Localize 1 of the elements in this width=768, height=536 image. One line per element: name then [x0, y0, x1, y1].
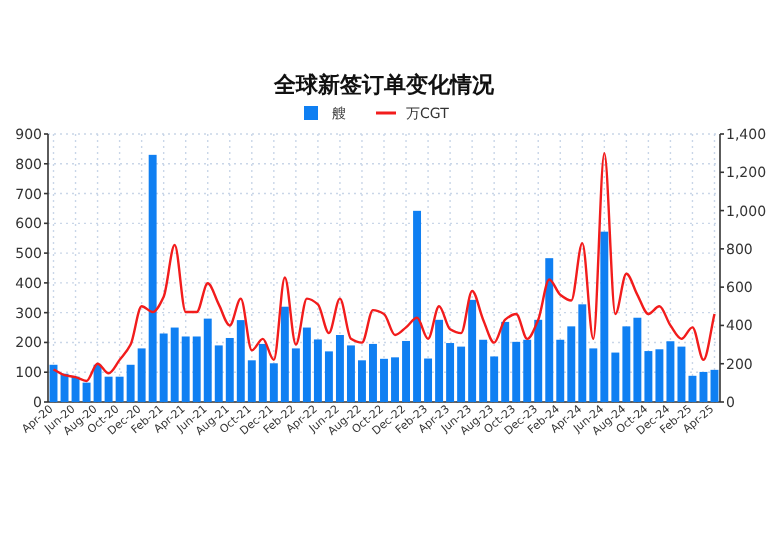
chart-title: 全球新签订单变化情况 — [272, 72, 496, 98]
